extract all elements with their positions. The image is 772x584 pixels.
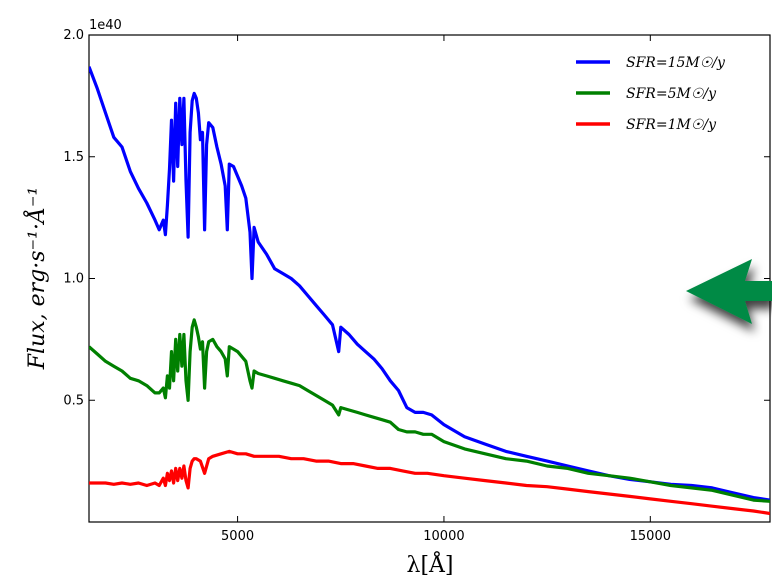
x-tick-label: 15000 [630,529,671,544]
legend: SFR=15M☉/y SFR=5M☉/y SFR=1M☉/y [576,55,726,133]
x-tick-label: 5000 [221,529,254,544]
y-axis-ticks: 0.5 1.0 1.5 2.0 [63,28,770,408]
left-arrow-icon [686,259,772,324]
y-tick-label: 2.0 [63,28,84,43]
series-line-1 [89,66,770,502]
y-tick-label: 1.5 [63,150,84,165]
arrow-annotation [686,259,772,324]
series-lines [89,66,770,516]
y-offset-label: 1e40 [89,18,122,33]
legend-label: SFR=15M☉/y [626,55,726,71]
x-axis-ticks: 5000 10000 15000 [221,35,671,544]
series-line-2 [89,318,770,503]
y-axis-label: Flux, erg·s⁻¹·Å⁻¹ [22,187,50,371]
series-line-3 [89,449,770,516]
y-tick-label: 0.5 [63,393,84,408]
legend-label: SFR=1M☉/y [626,117,717,133]
legend-label: SFR=5M☉/y [626,86,717,102]
x-axis-label: λ[Å] [407,550,454,578]
plot-area [88,34,771,523]
x-tick-label: 10000 [423,529,464,544]
y-tick-label: 1.0 [63,272,84,287]
